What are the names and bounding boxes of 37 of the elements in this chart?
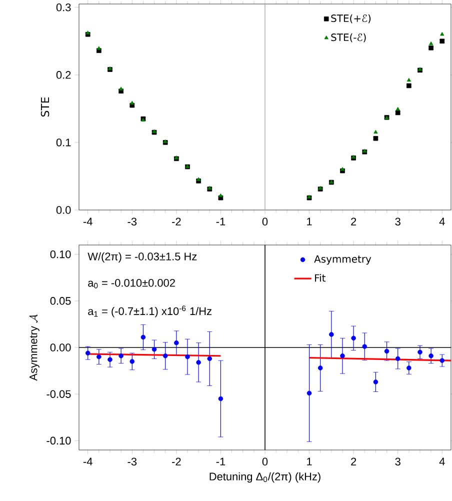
y-tick-label: 0.3 — [56, 4, 71, 12]
y-tick-label: -0.05 — [46, 390, 71, 398]
x-tick-label: 1 — [307, 458, 312, 466]
y-tick-label: 0.05 — [50, 297, 71, 305]
y-tick-label: 0.1 — [56, 138, 71, 146]
x-tick-label: -4 — [83, 218, 92, 226]
x-tick-label: 3 — [395, 458, 400, 466]
y-axis-title: $\mbox{Asymmetry }\mathcal{A}$ — [29, 314, 40, 381]
x-tick-label: -4 — [83, 458, 92, 466]
x-tick-label: -3 — [128, 458, 137, 466]
x-tick-label: 4 — [439, 458, 445, 466]
x-tick-label: -1 — [216, 458, 226, 466]
x-tick-label: 0 — [262, 218, 268, 226]
legend-label: STE(-ℰ) — [331, 33, 366, 42]
x-tick-label: 1 — [307, 218, 312, 226]
y-tick-label: 0.10 — [50, 250, 71, 258]
x-tick-label: 4 — [439, 218, 445, 226]
y-tick-label: 0.00 — [50, 344, 71, 352]
x-axis-title: Detuning Δ$_{0}$/(2π) (kHz) — [210, 472, 320, 483]
x-tick-label: -3 — [128, 218, 137, 226]
x-tick-label: -2 — [172, 458, 181, 466]
y-tick-label: 0.0 — [56, 206, 71, 214]
x-tick-label: -2 — [172, 218, 181, 226]
y-tick-label: 0.2 — [56, 71, 71, 79]
x-tick-label: -1 — [216, 218, 226, 226]
annotation: a$_{1}$ = (-0.7±1.1) x10$^{-6}$ 1/Hz — [88, 306, 212, 318]
legend-label: Asymmetry — [314, 255, 372, 265]
y-tick-label: -0.10 — [46, 436, 71, 445]
y-axis-title: STE — [40, 97, 50, 117]
x-tick-label: 3 — [395, 218, 400, 226]
x-tick-label: 2 — [351, 218, 356, 226]
annotation: W/(2π) = -0.03±1.5 Hz — [88, 252, 197, 263]
x-tick-label: 2 — [351, 458, 356, 466]
legend-label: Fit — [315, 274, 326, 282]
x-tick-label: 0 — [262, 458, 268, 466]
annotation: a$_{0}$ = -0.010±0.002 — [88, 279, 175, 288]
legend-label: STE(+ℰ) — [331, 14, 371, 24]
